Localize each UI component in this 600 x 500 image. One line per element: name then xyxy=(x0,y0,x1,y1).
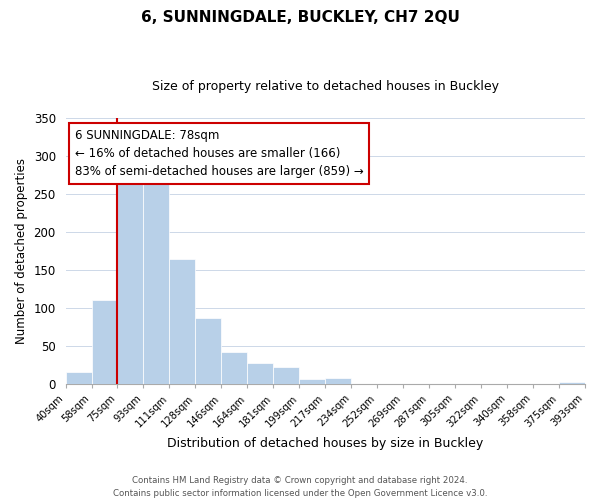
Bar xyxy=(65,372,92,384)
Text: Contains HM Land Registry data © Crown copyright and database right 2024.
Contai: Contains HM Land Registry data © Crown c… xyxy=(113,476,487,498)
Bar xyxy=(92,300,118,384)
Bar xyxy=(247,362,274,384)
X-axis label: Distribution of detached houses by size in Buckley: Distribution of detached houses by size … xyxy=(167,437,484,450)
Bar xyxy=(299,380,325,384)
Text: 6, SUNNINGDALE, BUCKLEY, CH7 2QU: 6, SUNNINGDALE, BUCKLEY, CH7 2QU xyxy=(140,10,460,25)
Text: 6 SUNNINGDALE: 78sqm
← 16% of detached houses are smaller (166)
83% of semi-deta: 6 SUNNINGDALE: 78sqm ← 16% of detached h… xyxy=(74,129,364,178)
Bar xyxy=(118,160,143,384)
Y-axis label: Number of detached properties: Number of detached properties xyxy=(15,158,28,344)
Bar xyxy=(274,368,299,384)
Bar xyxy=(196,318,221,384)
Bar xyxy=(559,382,585,384)
Bar xyxy=(325,378,351,384)
Title: Size of property relative to detached houses in Buckley: Size of property relative to detached ho… xyxy=(152,80,499,93)
Bar xyxy=(143,178,169,384)
Bar xyxy=(169,260,196,384)
Bar xyxy=(221,352,247,384)
